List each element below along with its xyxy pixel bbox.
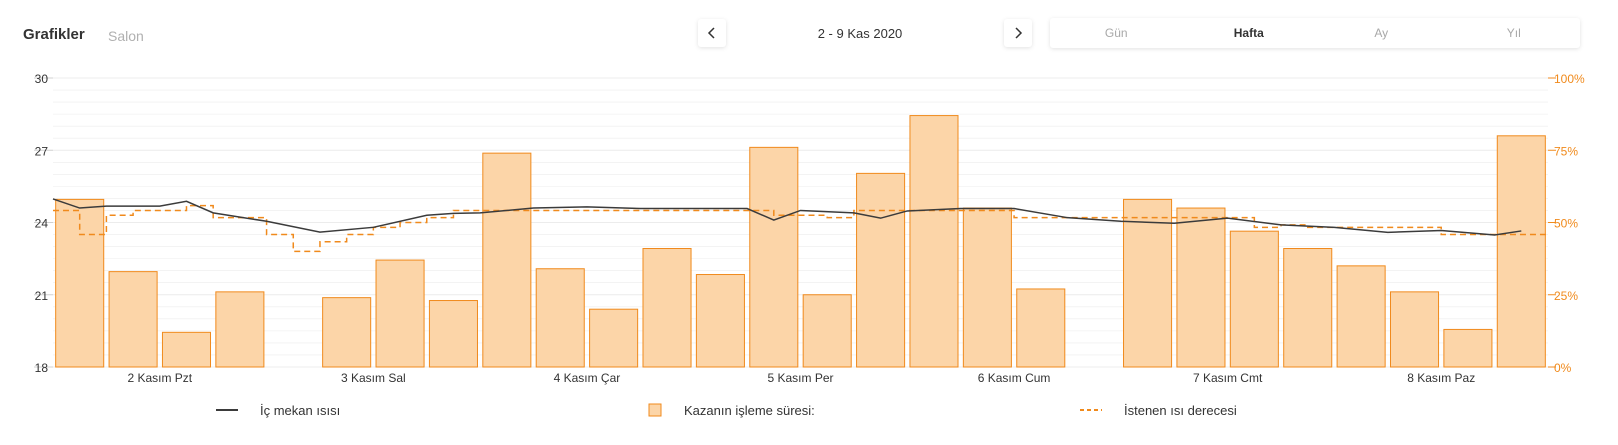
chevron-left-icon [707,27,715,39]
bar-boiler-runtime [1496,135,1546,368]
tab-year[interactable]: Yıl [1506,26,1521,40]
bar-swatch-icon [648,403,662,417]
x-tick-label: 5 Kasım Per [767,371,833,385]
chevron-right-icon [1015,27,1023,39]
bar-boiler-runtime [108,271,158,368]
y-tick-label-left: 18 [35,361,49,375]
bar-boiler-runtime [909,115,959,368]
tab-day[interactable]: Gün [1104,26,1128,40]
legend-label: İç mekan ısısı [260,402,341,418]
bar-boiler-runtime [375,259,425,368]
bar-boiler-runtime [642,248,692,368]
legend-item-indoor-temp[interactable]: İç mekan ısısı [216,400,340,420]
bar-boiler-runtime [535,268,585,368]
y-tick-label-left: 30 [35,72,49,86]
bar-boiler-runtime [802,294,852,368]
x-tick-label: 6 Kasım Cum [978,371,1051,385]
y-tick-label-right: 75% [1554,144,1578,158]
dashed-line-swatch-icon [1080,409,1102,411]
bar-boiler-runtime [1176,207,1226,368]
bar-boiler-runtime [1443,328,1493,368]
y-tick-label-left: 27 [35,144,49,158]
legend-item-boiler-runtime[interactable]: Kazanın işleme süresi: [648,400,815,420]
line-indoor-temperature [52,198,1522,236]
bar-boiler-runtime [1389,291,1440,368]
legend-item-target-temp[interactable]: İstenen ısı derecesi [1080,400,1237,420]
x-tick-label: 7 Kasım Cmt [1193,371,1263,385]
line-target-temperature [53,204,1548,253]
y-tick-label-right: 50% [1554,217,1578,231]
bar-boiler-runtime [482,152,532,368]
x-tick-label: 8 Kasım Paz [1407,371,1475,385]
tab-month[interactable]: Ay [1374,26,1389,40]
bar-boiler-runtime [428,300,478,368]
bar-boiler-runtime [322,297,372,368]
y-tick-label-right: 100% [1554,72,1585,86]
bar-boiler-runtime [1016,288,1066,368]
bar-boiler-runtime [1229,230,1279,368]
legend-label: İstenen ısı derecesi [1124,402,1237,418]
y-tick-label-right: 25% [1554,289,1578,303]
bar-boiler-runtime [215,291,265,368]
room-name[interactable]: Salon [108,28,144,44]
x-tick-label: 2 Kasım Pzt [127,371,192,385]
bar-boiler-runtime [962,207,1012,368]
bar-boiler-runtime [1336,265,1386,368]
bar-boiler-runtime [1283,248,1333,368]
y-tick-label-left: 21 [35,289,49,303]
date-range-label: 2 - 9 Kas 2020 [817,26,903,41]
y-tick-label-left: 24 [35,217,49,231]
period-tabs: Gün Hafta Ay Yıl [1050,18,1580,48]
bar-boiler-runtime [695,274,745,368]
x-tick-label: 4 Kasım Çar [554,371,621,385]
tab-week[interactable]: Hafta [1233,26,1264,40]
y-tick-label-right: 0% [1554,361,1572,375]
page-title: Grafikler [23,26,85,43]
x-tick-label: 3 Kasım Sal [341,371,406,385]
legend-label: Kazanın işleme süresi: [684,402,815,418]
bar-boiler-runtime [161,331,212,368]
line-swatch-icon [216,409,238,411]
next-week-button[interactable] [1004,19,1032,47]
bar-boiler-runtime [1123,198,1173,368]
prev-week-button[interactable] [698,19,726,47]
bar-boiler-runtime [749,146,799,368]
bar-boiler-runtime [589,308,639,368]
bar-boiler-runtime [856,172,906,368]
